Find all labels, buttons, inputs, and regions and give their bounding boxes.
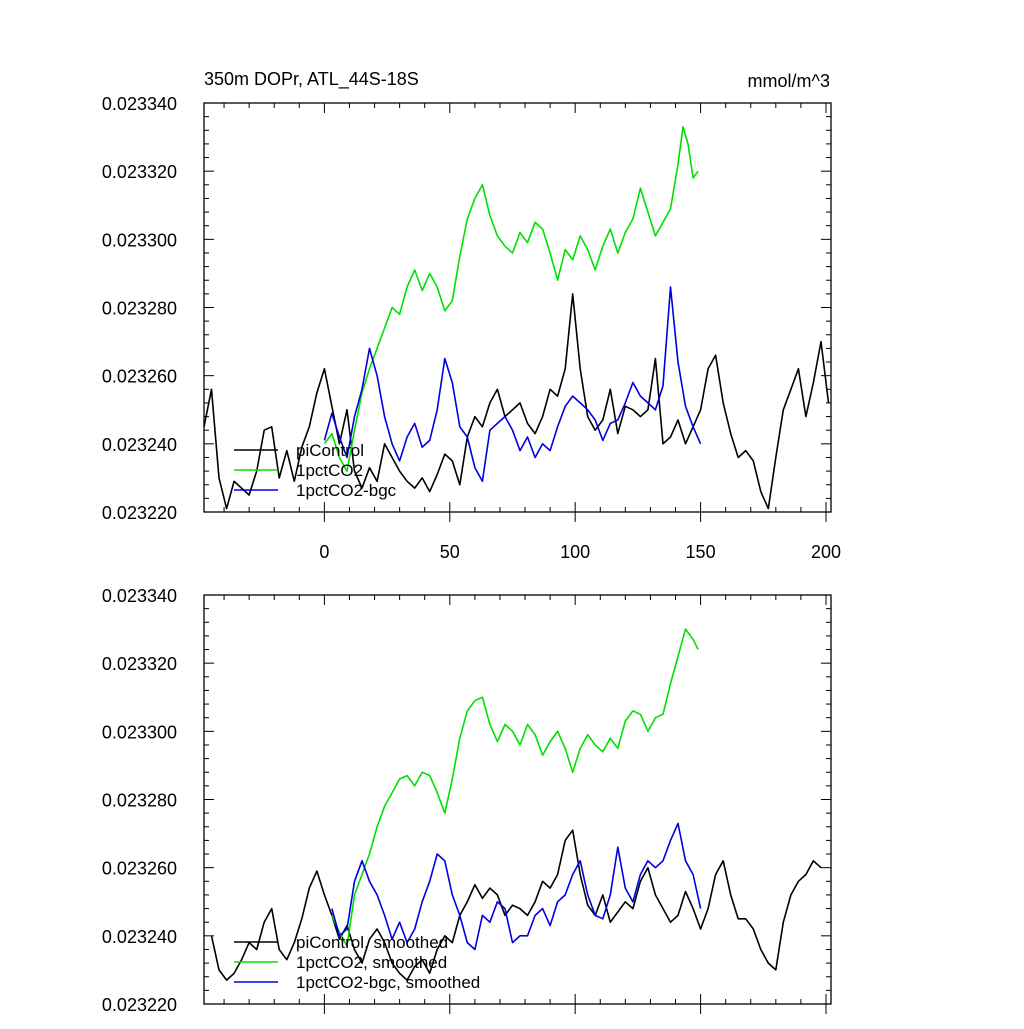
legend-label: 1pctCO2-bgc, smoothed bbox=[296, 973, 480, 992]
legend-label: piControl, smoothed bbox=[296, 933, 448, 952]
y-tick-label: 0.023240 bbox=[102, 927, 177, 947]
legend-label: 1pctCO2, smoothed bbox=[296, 953, 447, 972]
y-tick-label: 0.023320 bbox=[102, 162, 177, 182]
y-tick-label: 0.023260 bbox=[102, 367, 177, 387]
legend-label: 1pctCO2 bbox=[296, 461, 363, 480]
series-line-1pctco2-smoothed bbox=[331, 628, 699, 947]
y-tick-label: 0.023240 bbox=[102, 435, 177, 455]
y-tick-label: 0.023320 bbox=[102, 654, 177, 674]
chart-panel-bottom: 0.023220 0.023240 0.023260 0.023280 0.023300… bbox=[102, 586, 832, 1015]
series-line-1pctco2-bgc-smoothed bbox=[331, 822, 702, 951]
y-tick-label: 0.023260 bbox=[102, 859, 177, 879]
series-line-1pctco2 bbox=[323, 126, 699, 472]
chart-panel-top: 350m DOPr, ATL_44S-18S mmol/m^3 0.023220… bbox=[102, 69, 841, 562]
legend-label: piControl bbox=[296, 441, 364, 460]
y-tick-label: 0.023300 bbox=[102, 722, 177, 742]
y-tick-label: 0.023340 bbox=[102, 586, 177, 606]
y-tick-label: 0.023220 bbox=[102, 995, 177, 1015]
y-tick-label: 0.023280 bbox=[102, 791, 177, 811]
chart-units-label: mmol/m^3 bbox=[748, 71, 830, 91]
series-line-picontrol bbox=[203, 293, 830, 510]
series-line-1pctco2-bgc bbox=[323, 286, 702, 483]
x-tick-label: 50 bbox=[440, 542, 460, 562]
chart-title: 350m DOPr, ATL_44S-18S bbox=[204, 69, 419, 90]
y-tick-label: 0.023300 bbox=[102, 230, 177, 250]
y-tick-label: 0.023340 bbox=[102, 94, 177, 114]
y-tick-label: 0.023280 bbox=[102, 299, 177, 319]
y-tick-label: 0.023220 bbox=[102, 503, 177, 523]
x-tick-label: 200 bbox=[811, 542, 841, 562]
series-line-picontrol-smoothed bbox=[210, 829, 822, 981]
legend-label: 1pctCO2-bgc bbox=[296, 481, 397, 500]
x-tick-label: 150 bbox=[686, 542, 716, 562]
x-tick-label: 0 bbox=[319, 542, 329, 562]
x-tick-label: 100 bbox=[560, 542, 590, 562]
